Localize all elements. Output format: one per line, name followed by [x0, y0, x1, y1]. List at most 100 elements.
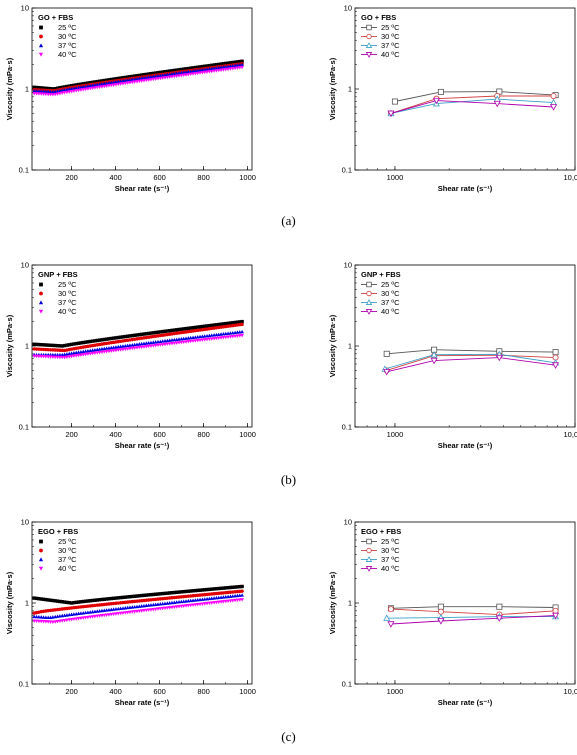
series-line [390, 608, 556, 616]
data-point [209, 601, 214, 605]
data-point [200, 602, 205, 606]
data-point [118, 595, 123, 600]
data-point [214, 600, 219, 605]
data-point [69, 84, 74, 88]
data-point [230, 599, 235, 603]
data-point [188, 72, 193, 77]
data-point [167, 606, 172, 610]
data-point [160, 606, 165, 611]
data-point [74, 600, 78, 605]
data-point [86, 340, 90, 344]
data-point [552, 612, 560, 620]
data-point [226, 61, 230, 65]
data-point [212, 337, 216, 341]
data-point [179, 67, 184, 72]
data-point [139, 73, 144, 77]
data-point [184, 67, 188, 71]
data-point [97, 598, 102, 602]
data-point [160, 70, 165, 74]
data-point [209, 69, 214, 74]
data-point [102, 84, 107, 89]
legend-label: 30 ºC [381, 546, 400, 555]
series-1 [32, 319, 244, 348]
data-point [191, 72, 195, 76]
legend-label: 30 ºC [381, 32, 400, 41]
data-point [125, 81, 130, 85]
series-line [386, 349, 556, 355]
data-point [130, 74, 135, 79]
data-point [107, 78, 111, 82]
data-point [90, 615, 95, 619]
data-point [39, 597, 43, 601]
y-tick-label: 0.1 [342, 166, 352, 175]
data-point [163, 591, 167, 596]
y-axis-title: Viscosity (mPa·s) [5, 571, 14, 634]
data-point [74, 617, 79, 621]
data-point [144, 608, 149, 613]
series-line [390, 606, 556, 609]
data-point [53, 343, 57, 348]
data-point [163, 329, 167, 333]
data-point [153, 607, 158, 612]
data-point [210, 587, 214, 591]
data-point [172, 328, 177, 332]
data-point [128, 610, 132, 615]
data-point [104, 597, 109, 601]
data-point [48, 87, 53, 91]
data-point [95, 338, 99, 343]
data-point [219, 600, 223, 604]
data-point [174, 74, 179, 78]
data-point [233, 66, 237, 71]
data-point [231, 585, 235, 589]
data-point [132, 74, 137, 78]
data-point [95, 614, 100, 619]
data-point [149, 608, 153, 612]
data-point [109, 596, 113, 601]
data-point [181, 604, 186, 608]
data-point [165, 342, 170, 346]
data-point [60, 85, 64, 90]
data-point [146, 608, 151, 612]
data-point [51, 343, 55, 348]
data-point [240, 65, 244, 70]
data-point [217, 62, 221, 67]
data-point [88, 339, 92, 344]
legend-label: 25 ºC [381, 23, 400, 32]
data-point [167, 328, 172, 333]
data-point [151, 592, 156, 597]
data-point [205, 324, 209, 328]
data-point [60, 619, 65, 623]
x-tick-label: 800 [197, 687, 210, 696]
data-point [116, 335, 120, 340]
data-point [240, 589, 244, 593]
series-line [390, 615, 556, 625]
series-3 [381, 350, 560, 372]
data-point [125, 610, 130, 615]
data-point [181, 340, 186, 344]
data-point [230, 334, 235, 339]
data-point [142, 73, 146, 77]
data-point [100, 614, 104, 618]
data-point [41, 343, 46, 347]
data-point [72, 617, 76, 622]
data-point [69, 354, 74, 359]
legend-marker [39, 34, 43, 39]
data-point [235, 320, 240, 324]
data-point [158, 607, 163, 611]
y-axis-title: Viscosity (mPa·s) [5, 57, 14, 120]
data-point [383, 614, 391, 621]
data-point [55, 86, 60, 90]
data-point [240, 329, 244, 334]
data-point [177, 74, 181, 78]
data-point [125, 347, 130, 351]
data-point [123, 595, 128, 599]
y-tick-label: 10 [344, 261, 352, 270]
data-point [156, 592, 160, 596]
data-point [186, 340, 191, 344]
data-point [144, 345, 149, 349]
data-point [200, 324, 205, 329]
data-point [198, 65, 202, 69]
data-point [74, 341, 78, 346]
data-point [132, 610, 137, 614]
legend-label: 37 ºC [381, 41, 400, 50]
